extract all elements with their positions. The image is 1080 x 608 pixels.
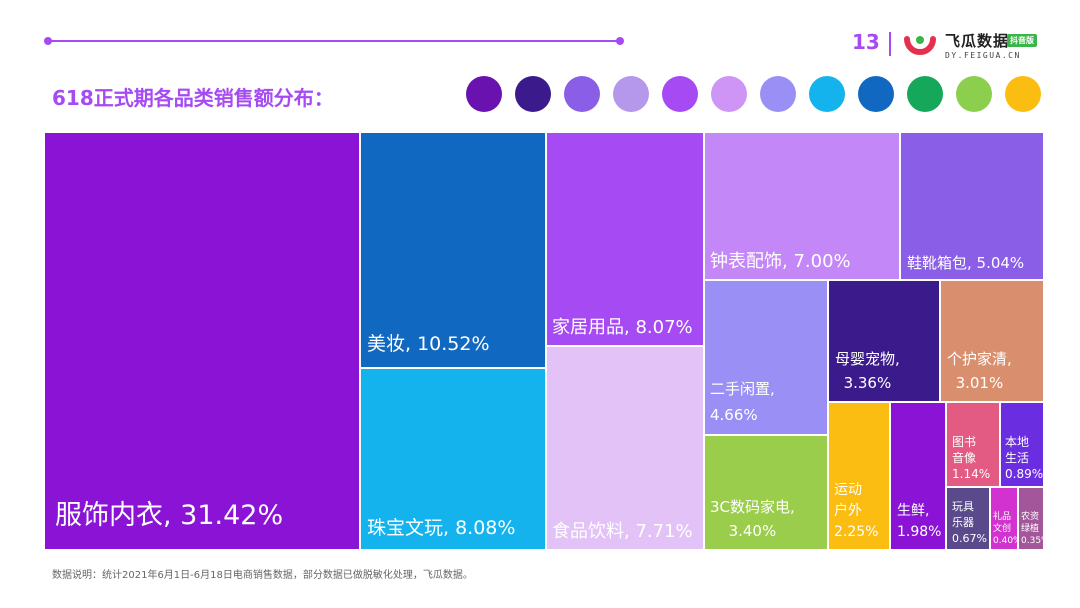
treemap-tile: 农资 绿植 0.35% (1018, 487, 1050, 550)
legend-swatch (564, 76, 600, 112)
treemap-tile: 母婴宠物, 3.36% (828, 280, 940, 402)
divider-dot-left (44, 37, 52, 45)
treemap-tile: 美妆, 10.52% (360, 132, 546, 368)
treemap-tile: 生鲜, 1.98% (890, 402, 946, 550)
legend-swatch (613, 76, 649, 112)
treemap-tile-label: 运动 户外 2.25% (834, 482, 879, 540)
feigua-logo-icon (904, 36, 936, 55)
treemap-tile-label: 个护家清, 3.01% (947, 350, 1012, 392)
treemap-tile-label: 鞋靴箱包, 5.04% (907, 254, 1025, 272)
divider-dot-right (616, 37, 624, 45)
legend-swatch (466, 76, 502, 112)
treemap-tile: 3C数码家电, 3.40% (704, 435, 828, 550)
treemap-tile: 食品饮料, 7.71% (546, 346, 704, 550)
treemap-tile-label: 食品饮料, 7.71% (552, 521, 693, 542)
brand-name: 飞瓜数据 (945, 32, 1010, 50)
legend-swatch (956, 76, 992, 112)
brand-url: DY.FEIGUA.CN (945, 51, 1021, 60)
treemap-tile-label: 图书 音像 1.14% (952, 435, 991, 481)
treemap-tile: 服饰内衣, 31.42% (44, 132, 360, 550)
treemap-tile: 二手闲置, 4.66% (704, 280, 828, 435)
treemap-tile: 鞋靴箱包, 5.04% (900, 132, 1044, 280)
treemap-tile-label: 母婴宠物, 3.36% (835, 350, 900, 392)
footnote: 数据说明：统计2021年6月1日-6月18日电商销售数据，部分数据已做脱敏化处理… (52, 570, 473, 581)
treemap-tile-label: 美妆, 10.52% (367, 333, 490, 355)
treemap-tile: 珠宝文玩, 8.08% (360, 368, 546, 550)
legend-swatch (1005, 76, 1041, 112)
treemap-tile-label: 农资 绿植 0.35% (1021, 512, 1050, 546)
page-number: 13 (852, 30, 880, 54)
legend-swatch (662, 76, 698, 112)
brand-badge: 抖音版 (1007, 34, 1037, 47)
treemap-tile-label: 珠宝文玩, 8.08% (367, 517, 516, 539)
legend-swatch (907, 76, 943, 112)
treemap-tile: 运动 户外 2.25% (828, 402, 890, 550)
treemap-chart: 服饰内衣, 31.42% 美妆, 10.52% 珠宝文玩, 8.08% 家居用品, 8… (44, 132, 1050, 550)
legend-swatch (858, 76, 894, 112)
treemap-tile-label: 玩具 乐器 0.67% (952, 500, 987, 545)
header-separator (889, 32, 891, 56)
header-divider-line (48, 40, 620, 42)
legend-swatch (809, 76, 845, 112)
treemap-tile: 家居用品, 8.07% (546, 132, 704, 346)
treemap-tile-label: 生鲜, 1.98% (897, 503, 942, 540)
treemap-tile: 本地 生活 0.89% (1000, 402, 1044, 487)
treemap-tile: 钟表配饰, 7.00% (704, 132, 900, 280)
treemap-tile: 个护家清, 3.01% (940, 280, 1044, 402)
treemap-tile-label: 礼品 文创 0.40% (993, 512, 1022, 546)
treemap-tile-label: 二手闲置, 4.66% (710, 380, 775, 424)
treemap-tile-label: 家居用品, 8.07% (552, 317, 693, 338)
treemap-tile-label: 服饰内衣, 31.42% (55, 500, 284, 531)
chart-heading: 618正式期各品类销售额分布： (52, 86, 334, 110)
legend-swatch (711, 76, 747, 112)
treemap-tile-label: 3C数码家电, 3.40% (710, 498, 795, 540)
treemap-tile: 玩具 乐器 0.67% (946, 487, 990, 550)
legend-swatch (760, 76, 796, 112)
treemap-tile-label: 本地 生活 0.89% (1005, 435, 1044, 481)
treemap-tile-label: 钟表配饰, 7.00% (710, 251, 851, 272)
treemap-tile: 图书 音像 1.14% (946, 402, 1000, 487)
legend-swatch (515, 76, 551, 112)
treemap-tile: 礼品 文创 0.40% (990, 487, 1022, 550)
